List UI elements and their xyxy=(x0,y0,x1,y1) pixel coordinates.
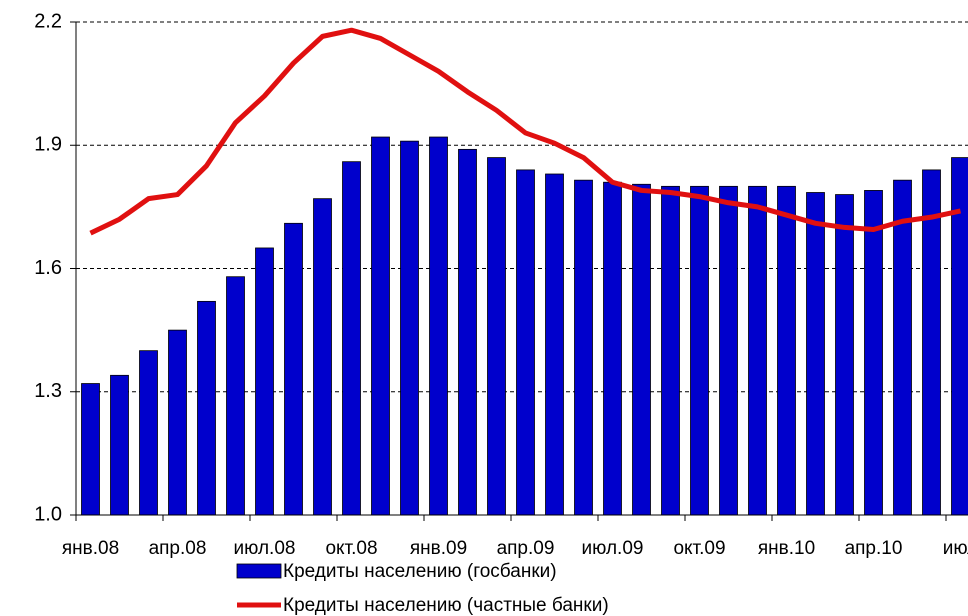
bar xyxy=(661,185,680,516)
bar xyxy=(139,350,158,516)
bar xyxy=(226,276,245,516)
y-tick-label: 1.6 xyxy=(34,257,62,279)
bar xyxy=(632,183,651,516)
y-tick-label: 1.3 xyxy=(34,380,62,402)
bar xyxy=(81,383,100,516)
x-tick-label: окт.08 xyxy=(325,538,377,559)
x-tick-label: апр.09 xyxy=(497,538,555,559)
x-tick-label: июл xyxy=(943,538,968,559)
bar xyxy=(835,194,854,516)
bar xyxy=(864,190,883,516)
bar xyxy=(197,300,216,516)
line xyxy=(89,27,962,236)
x-tick-label: апр.08 xyxy=(149,538,207,559)
x-tick-label: янв.09 xyxy=(410,538,467,559)
bar xyxy=(168,329,187,516)
y-tick-label: 1.9 xyxy=(34,134,62,156)
x-tick-label: янв.08 xyxy=(62,538,119,559)
x-tick-label: окт.09 xyxy=(673,538,725,559)
bar xyxy=(806,192,825,516)
y-tick-label: 1.0 xyxy=(34,503,62,525)
bar xyxy=(400,140,419,516)
x-tick-label: июл.08 xyxy=(234,538,296,559)
bar xyxy=(922,169,941,516)
bar xyxy=(516,169,535,516)
bar xyxy=(748,185,767,516)
x-tick-label: апр.10 xyxy=(845,538,903,559)
bar xyxy=(371,136,390,516)
bar xyxy=(342,161,361,516)
bar xyxy=(284,222,303,516)
bar xyxy=(458,148,477,516)
bar xyxy=(690,185,709,516)
bar xyxy=(777,185,796,516)
bar xyxy=(893,179,912,516)
bar xyxy=(487,157,506,516)
legend-swatch xyxy=(236,563,282,579)
bar xyxy=(110,374,129,516)
bar xyxy=(719,185,738,516)
bar xyxy=(429,136,448,516)
y-tick-label: 2.2 xyxy=(34,10,62,32)
x-tick-label: янв.10 xyxy=(758,538,815,559)
bar xyxy=(255,247,274,516)
bar xyxy=(545,173,564,516)
x-tick-label: июл.09 xyxy=(582,538,644,559)
legend-label: Кредиты населению (частные банки) xyxy=(283,595,609,616)
legend-label: Кредиты населению (госбанки) xyxy=(283,561,557,582)
bar xyxy=(603,181,622,516)
bar xyxy=(313,198,332,516)
bar xyxy=(574,179,593,516)
